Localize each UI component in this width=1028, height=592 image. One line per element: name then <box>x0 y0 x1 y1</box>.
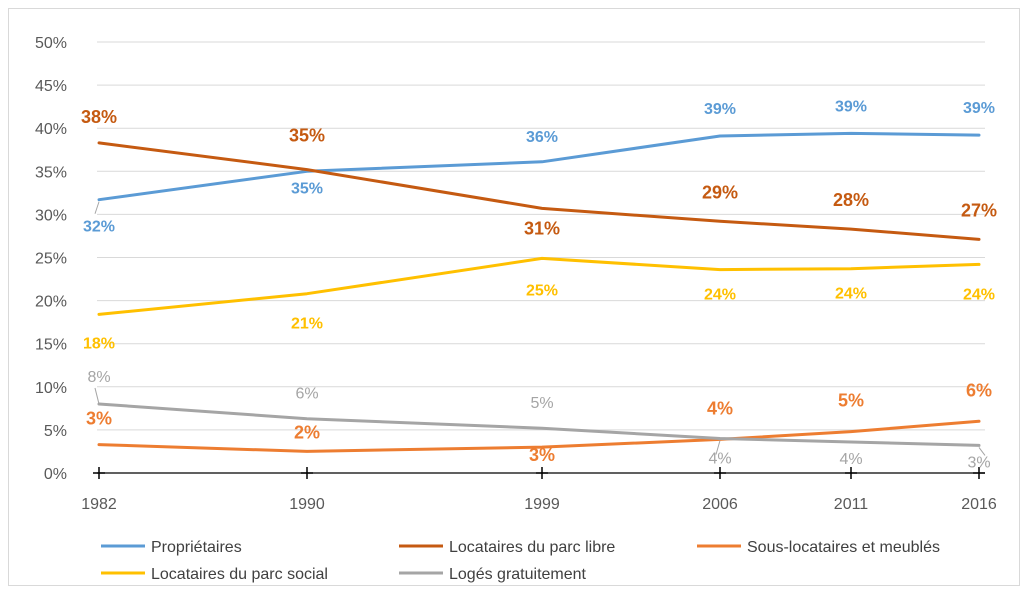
x-tick-label: 2006 <box>702 496 738 513</box>
y-tick-label: 25% <box>35 251 67 268</box>
y-tick-label: 30% <box>35 207 67 224</box>
data-label: 21% <box>291 316 323 333</box>
data-label: 39% <box>835 98 867 115</box>
series-line-locataires-du-parc-libre <box>97 141 981 241</box>
y-tick-label: 40% <box>35 121 67 138</box>
leader-line <box>978 447 986 456</box>
leader-line <box>715 440 721 455</box>
data-label: 4% <box>839 451 862 468</box>
legend-label: Logés gratuitement <box>449 566 587 583</box>
data-label: 25% <box>526 282 558 299</box>
data-label: 36% <box>526 129 558 146</box>
data-label: 28% <box>833 190 869 210</box>
legend-item-locataires-du-parc-libre: Locataires du parc libre <box>399 539 615 556</box>
data-label: 5% <box>838 391 864 411</box>
data-label: 8% <box>87 369 110 386</box>
legend-label: Sous-locataires et meublés <box>747 539 940 556</box>
y-tick-label: 5% <box>44 423 67 440</box>
legend-item-locataires-du-parc-social: Locataires du parc social <box>101 566 328 583</box>
data-label: 35% <box>291 180 323 197</box>
data-label: 35% <box>289 126 325 146</box>
data-label: 3% <box>967 454 990 471</box>
data-label: 29% <box>702 182 738 202</box>
data-label: 27% <box>961 200 997 220</box>
x-tick-label: 2011 <box>834 496 869 513</box>
data-label: 3% <box>529 445 555 465</box>
x-tick-label: 1999 <box>524 496 560 513</box>
series-line-loges-gratuitement <box>97 402 981 447</box>
series-line-proprietaires <box>97 131 981 202</box>
data-label: 24% <box>835 286 867 303</box>
x-tick-label: 1990 <box>289 496 325 513</box>
data-label: 39% <box>963 100 995 117</box>
label-leader-lines <box>94 201 986 456</box>
series-line-locataires-du-parc-social <box>97 256 981 316</box>
series-line-sous-locataires-et-meubles <box>97 419 981 453</box>
y-tick-label: 45% <box>35 78 67 95</box>
legend-label: Locataires du parc libre <box>449 539 615 556</box>
y-tick-label: 0% <box>44 466 67 483</box>
data-label: 24% <box>704 287 736 304</box>
y-axis-tick-labels: 0% 5% 10% 15% 20% 25% 30% 35% 40% 45% 50% <box>35 35 67 483</box>
y-tick-label: 20% <box>35 294 67 311</box>
legend-item-proprietaires: Propriétaires <box>101 539 242 556</box>
chart-frame: 0% 5% 10% 15% 20% 25% 30% 35% 40% 45% 50% 1982 1990… <box>8 8 1020 586</box>
line-chart: 0% 5% 10% 15% 20% 25% 30% 35% 40% 45% 50% 1982 1990… <box>35 35 997 583</box>
x-axis: 1982 1990 1999 2006 2011 2016 <box>81 467 997 513</box>
x-tick-label: 1982 <box>81 496 117 513</box>
data-label: 4% <box>707 398 733 418</box>
data-label: 39% <box>704 101 736 118</box>
y-tick-label: 15% <box>35 337 67 354</box>
y-tick-label: 35% <box>35 164 67 181</box>
series-lines <box>97 131 981 453</box>
legend: Propriétaires Locataires du parc libre Sou… <box>101 539 940 583</box>
x-tick-label: 2016 <box>961 496 997 513</box>
data-label: 6% <box>966 380 992 400</box>
data-label: 6% <box>295 386 318 403</box>
data-label: 32% <box>83 219 115 236</box>
data-label: 24% <box>963 286 995 303</box>
data-label: 2% <box>294 422 320 442</box>
data-label: 38% <box>81 107 117 127</box>
data-label: 5% <box>530 395 553 412</box>
data-label: 31% <box>524 218 560 238</box>
legend-label: Propriétaires <box>151 539 242 556</box>
legend-item-loges-gratuitement: Logés gratuitement <box>399 566 587 583</box>
y-tick-label: 50% <box>35 35 67 52</box>
leader-line <box>94 387 100 405</box>
leader-line <box>94 201 100 214</box>
legend-label: Locataires du parc social <box>151 566 328 583</box>
y-tick-label: 10% <box>35 380 67 397</box>
data-label: 3% <box>86 409 112 429</box>
data-label: 4% <box>708 451 731 468</box>
data-labels: 32% 35% 36% 39% 39% 39% 38% 35% 31% 29% 28% 27% 3% 2%… <box>81 98 997 471</box>
legend-item-sous-locataires-et-meubles: Sous-locataires et meublés <box>697 539 940 556</box>
data-label: 18% <box>83 335 115 352</box>
